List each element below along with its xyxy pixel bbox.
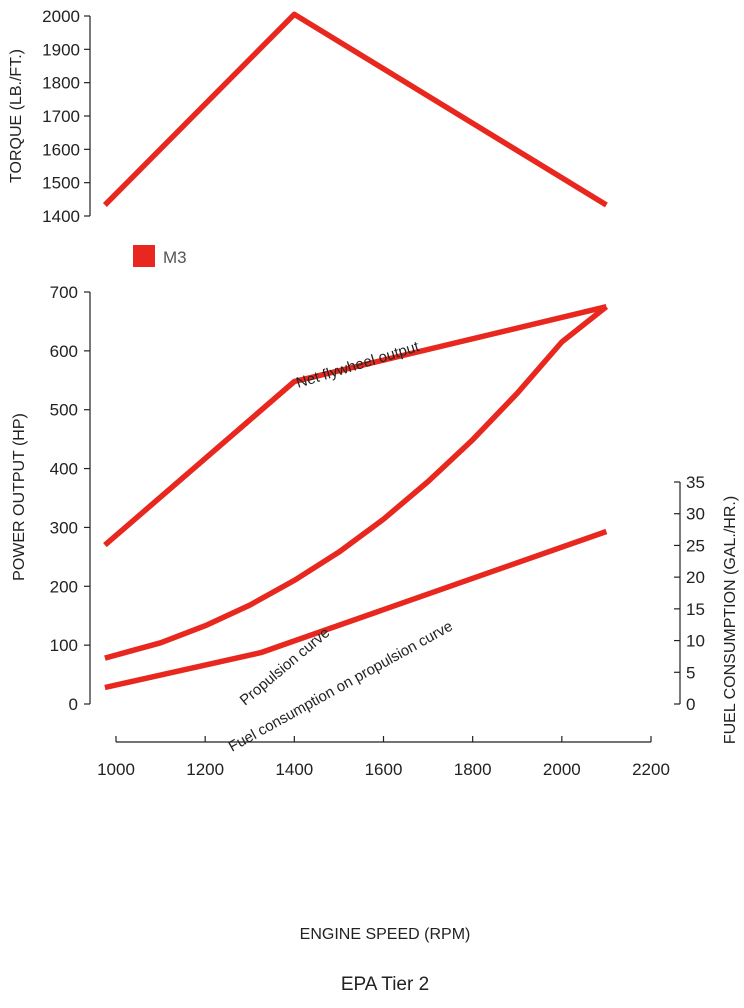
torque-y-tick-label: 1500: [42, 174, 80, 193]
torque-y-tick-label: 2000: [42, 7, 80, 26]
fuel-y-tick-label: 0: [686, 695, 695, 714]
x-tick-label: 2200: [632, 760, 670, 779]
power-y-tick-label: 500: [50, 401, 78, 420]
x-axis-title: ENGINE SPEED (RPM): [300, 926, 471, 943]
power-y-tick-label: 200: [50, 577, 78, 596]
net-flywheel-output-label: Net flywheel output: [294, 338, 422, 392]
torque-panel: 1400 1500 1600 1700 1800 1900 2000 TORQUE (LB./…: [8, 7, 608, 226]
torque-y-tick-label: 1900: [42, 40, 80, 59]
chart-caption: EPA Tier 2: [341, 974, 429, 995]
fuel-y-tick-label: 15: [686, 600, 705, 619]
fuel-y-tick-label: 5: [686, 663, 695, 682]
torque-y-tick-label: 1600: [42, 140, 80, 159]
torque-y-tick-label: 1700: [42, 107, 80, 126]
power-y-tick-label: 700: [50, 283, 78, 302]
propulsion-curve-line: [104, 304, 609, 661]
fuel-y-tick-label: 10: [686, 632, 705, 651]
legend-swatch-m3: [133, 245, 155, 267]
power-y-tick-label: 300: [50, 518, 78, 537]
power-panel: 0 100 200 300 400 500 600 700 POWER OUTPUT (HP) 0…: [11, 283, 739, 943]
x-tick-label: 1600: [365, 760, 403, 779]
x-tick-label: 1400: [275, 760, 313, 779]
power-y-tick-label: 100: [50, 636, 78, 655]
fuel-y-tick-label: 30: [686, 505, 705, 524]
fuel-y-tick-label: 35: [686, 473, 705, 492]
x-tick-label: 1200: [186, 760, 224, 779]
power-y-axis-title: POWER OUTPUT (HP): [11, 413, 28, 581]
power-y-tick-label: 600: [50, 342, 78, 361]
x-tick-label: 1000: [97, 760, 135, 779]
fuel-consumption-line: [104, 528, 608, 691]
power-y-tick-label: 0: [69, 695, 78, 714]
legend: M3: [133, 245, 187, 267]
torque-series-line-m3: [102, 11, 608, 208]
fuel-y-tick-label: 25: [686, 536, 705, 555]
torque-y-tick-label: 1800: [42, 74, 80, 93]
x-tick-label: 2000: [543, 760, 581, 779]
fuel-y-tick-label: 20: [686, 568, 705, 587]
torque-y-axis-title: TORQUE (LB./FT.): [8, 49, 25, 183]
fuel-y-axis-title: FUEL CONSUMPTION (GAL./HR.): [722, 496, 739, 744]
net-flywheel-output-line: [103, 304, 608, 548]
x-tick-label: 1800: [454, 760, 492, 779]
power-y-tick-label: 400: [50, 460, 78, 479]
torque-y-tick-label: 1400: [42, 207, 80, 226]
legend-label-m3: M3: [163, 248, 187, 267]
